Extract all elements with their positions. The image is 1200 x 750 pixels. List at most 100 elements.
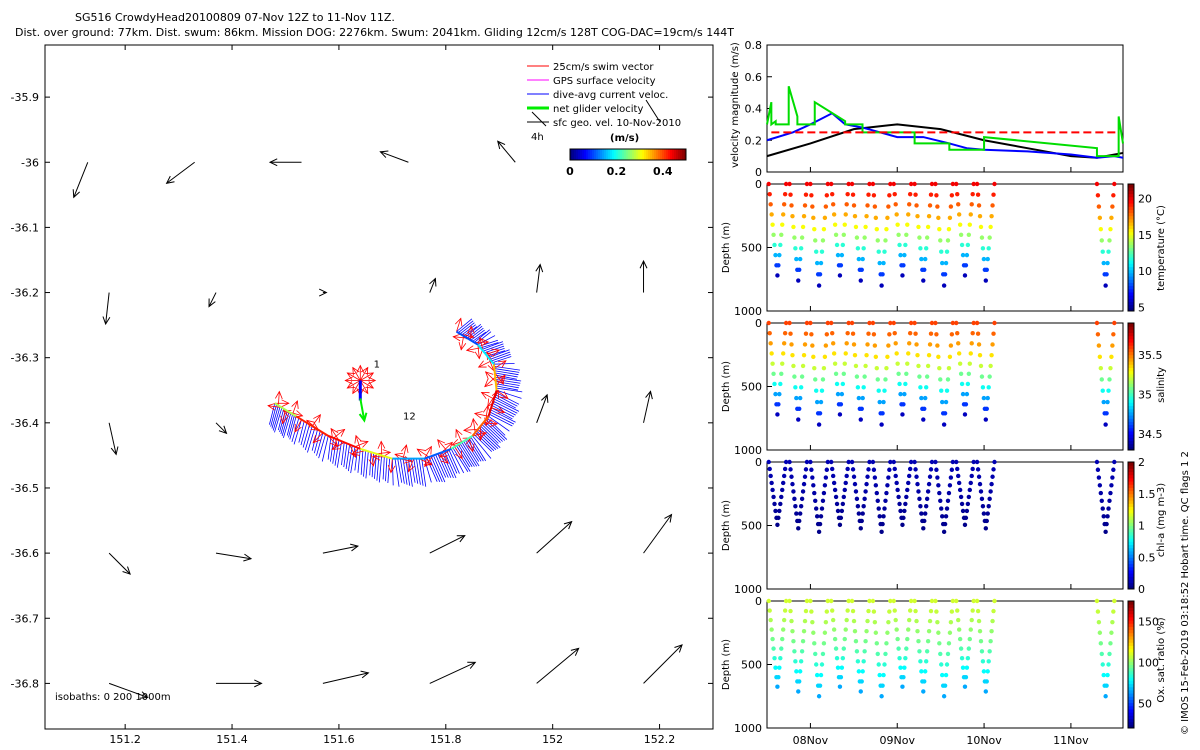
colorbar-cell xyxy=(1128,484,1134,488)
scatter-point xyxy=(980,385,986,390)
scatter-point xyxy=(788,467,793,472)
scatter-point xyxy=(971,320,976,326)
colorbar-cell xyxy=(1128,566,1134,571)
scatter-point xyxy=(844,473,849,479)
geo-vector-head xyxy=(268,158,278,167)
swim-vector xyxy=(333,429,345,439)
current-vector xyxy=(493,398,520,412)
current-vector xyxy=(496,389,522,399)
scatter-point xyxy=(796,278,801,283)
scatter-point xyxy=(859,267,864,272)
swim-vector-head xyxy=(470,417,479,427)
scatter-point xyxy=(929,181,935,187)
swim-vector-head xyxy=(346,372,356,380)
scatter-point xyxy=(832,222,838,227)
colorbar-cell xyxy=(1128,304,1134,309)
colorbar-cell xyxy=(1128,632,1134,637)
scatter-point xyxy=(768,341,773,346)
scatter-point xyxy=(922,518,927,524)
swim-vector xyxy=(390,458,393,473)
colorbar-cell xyxy=(628,149,631,160)
geo-vector-head xyxy=(254,679,263,688)
scatter-point xyxy=(955,466,960,472)
scatter-point xyxy=(985,395,990,401)
scatter-point xyxy=(943,260,949,266)
scatter-point xyxy=(968,351,973,356)
colorbar-cell xyxy=(1128,380,1134,384)
scatter-point xyxy=(907,466,913,472)
scatter-point xyxy=(802,203,808,208)
current-vector xyxy=(459,443,475,467)
scatter-point xyxy=(810,204,815,209)
scatter-point xyxy=(840,381,846,387)
scatter-point xyxy=(855,246,861,251)
scatter-point xyxy=(971,459,976,465)
scatter-point xyxy=(799,649,805,654)
colorbar-tick-label: 20 xyxy=(1138,193,1152,206)
legend-label: net glider velocity xyxy=(553,104,643,115)
colorbar-tick-label: 15 xyxy=(1138,229,1152,242)
colorbar-cell xyxy=(1128,408,1134,413)
scatter-point xyxy=(842,487,847,493)
scatter-point xyxy=(779,494,784,500)
scatter-point xyxy=(924,649,930,654)
scatter-point xyxy=(859,518,864,524)
scatter-point xyxy=(895,487,900,493)
current-vector xyxy=(448,449,460,474)
current-vector xyxy=(407,458,413,487)
scatter-point xyxy=(907,473,912,479)
scatter-point xyxy=(979,496,985,502)
scatter-point xyxy=(841,232,846,237)
scatter-point xyxy=(1110,475,1115,480)
scatter-point xyxy=(801,481,807,487)
scatter-point xyxy=(834,242,840,248)
swim-vector xyxy=(491,407,505,413)
scatter-point xyxy=(854,374,860,379)
scatter-point xyxy=(835,665,841,670)
scatter-point xyxy=(960,508,966,514)
scatter-point xyxy=(970,466,975,472)
scatter-point xyxy=(798,385,804,390)
scatter-point xyxy=(867,320,872,326)
scatter-point xyxy=(787,181,792,187)
y-tick-label: -36.4 xyxy=(11,417,39,430)
scatter-point xyxy=(962,273,968,278)
colorbar-tick-label: 5 xyxy=(1138,301,1145,314)
scatter-point xyxy=(978,489,984,494)
scatter-point xyxy=(947,215,953,221)
scatter-point xyxy=(797,518,802,524)
colorbar-cell xyxy=(586,149,589,160)
colorbar-cell xyxy=(644,149,647,160)
scatter-point xyxy=(814,249,819,254)
scatter-point xyxy=(882,249,887,254)
colorbar-cell xyxy=(1128,462,1134,466)
scatter-point xyxy=(794,511,799,516)
scatter-point xyxy=(1095,332,1101,337)
swim-vector-head xyxy=(377,440,386,449)
swim-vector-head xyxy=(312,434,321,444)
scatter-point xyxy=(813,651,818,657)
scatter-point xyxy=(976,618,982,624)
swim-vector-head xyxy=(344,376,353,385)
scatter-point xyxy=(767,466,772,472)
scatter-point xyxy=(933,598,938,604)
scatter-point xyxy=(971,181,976,187)
scatter-point xyxy=(906,627,911,632)
current-vector xyxy=(472,435,492,459)
scatter-point xyxy=(1100,506,1105,511)
current-vector xyxy=(341,442,345,466)
scatter-point xyxy=(801,352,807,358)
scatter-point xyxy=(770,222,775,227)
scatter-point xyxy=(804,598,810,604)
colorbar-cell xyxy=(1128,699,1134,704)
scatter-point xyxy=(1101,399,1106,405)
scatter-point xyxy=(871,332,877,337)
scatter-point xyxy=(776,263,781,268)
scatter-point xyxy=(916,363,921,369)
colorbar-cell xyxy=(646,149,649,160)
scatter-point xyxy=(799,235,805,240)
colorbar-cell xyxy=(1128,367,1134,372)
scatter-point xyxy=(1096,619,1102,625)
scatter-point xyxy=(959,242,965,248)
colorbar-cell xyxy=(1128,509,1134,514)
